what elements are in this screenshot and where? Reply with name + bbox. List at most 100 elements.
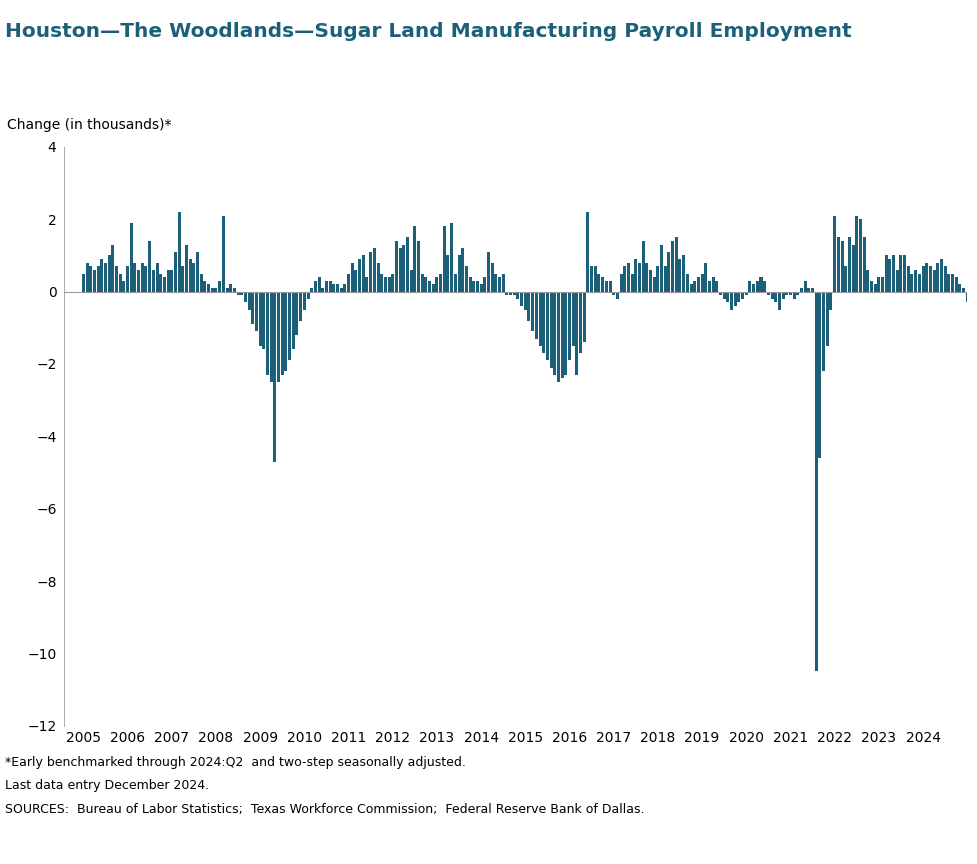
Bar bbox=[958, 284, 961, 291]
Bar bbox=[465, 266, 468, 291]
Bar bbox=[623, 266, 626, 291]
Bar bbox=[406, 238, 409, 291]
Bar bbox=[907, 266, 910, 291]
Bar bbox=[933, 270, 936, 291]
Bar bbox=[546, 291, 549, 360]
Bar bbox=[800, 288, 803, 291]
Bar bbox=[881, 277, 884, 291]
Text: SOURCES:  Bureau of Labor Statistics;  Texas Workforce Commission;  Federal Rese: SOURCES: Bureau of Labor Statistics; Tex… bbox=[5, 803, 645, 816]
Bar bbox=[859, 219, 862, 291]
Bar bbox=[682, 256, 685, 291]
Bar bbox=[222, 216, 225, 291]
Bar bbox=[454, 274, 457, 291]
Bar bbox=[303, 291, 306, 309]
Bar bbox=[513, 291, 516, 295]
Bar bbox=[167, 270, 170, 291]
Bar bbox=[870, 281, 873, 291]
Bar bbox=[428, 281, 431, 291]
Bar bbox=[174, 251, 177, 291]
Bar bbox=[311, 288, 314, 291]
Bar bbox=[965, 291, 969, 302]
Bar bbox=[373, 248, 376, 291]
Bar bbox=[642, 241, 645, 291]
Bar bbox=[844, 266, 847, 291]
Bar bbox=[925, 263, 928, 291]
Bar bbox=[259, 291, 262, 346]
Bar bbox=[487, 251, 490, 291]
Bar bbox=[771, 291, 774, 299]
Bar bbox=[126, 266, 129, 291]
Bar bbox=[671, 241, 674, 291]
Bar bbox=[557, 291, 560, 382]
Bar bbox=[917, 274, 921, 291]
Bar bbox=[218, 281, 221, 291]
Bar bbox=[833, 216, 836, 291]
Bar bbox=[207, 284, 210, 291]
Bar bbox=[436, 277, 439, 291]
Bar bbox=[461, 248, 464, 291]
Bar bbox=[395, 241, 398, 291]
Bar bbox=[903, 256, 906, 291]
Bar bbox=[811, 288, 814, 291]
Bar bbox=[122, 281, 125, 291]
Bar bbox=[424, 277, 427, 291]
Bar bbox=[605, 281, 608, 291]
Bar bbox=[509, 291, 512, 295]
Bar bbox=[236, 291, 239, 295]
Bar bbox=[711, 277, 714, 291]
Bar bbox=[524, 291, 527, 309]
Bar bbox=[274, 291, 276, 461]
Bar bbox=[469, 277, 472, 291]
Bar bbox=[594, 266, 597, 291]
Bar bbox=[351, 263, 354, 291]
Bar bbox=[738, 291, 741, 302]
Bar bbox=[134, 263, 137, 291]
Bar bbox=[517, 291, 520, 299]
Bar bbox=[586, 212, 589, 291]
Bar bbox=[973, 291, 976, 309]
Bar bbox=[359, 259, 361, 291]
Bar bbox=[505, 291, 508, 295]
Bar bbox=[955, 277, 957, 291]
Bar bbox=[233, 288, 235, 291]
Bar bbox=[376, 263, 379, 291]
Text: *Early benchmarked through 2024:Q2  and two-step seasonally adjusted.: *Early benchmarked through 2024:Q2 and t… bbox=[5, 756, 466, 769]
Bar bbox=[365, 277, 368, 291]
Bar bbox=[498, 277, 501, 291]
Bar bbox=[730, 291, 733, 309]
Bar bbox=[675, 238, 678, 291]
Bar bbox=[384, 277, 387, 291]
Bar bbox=[295, 291, 299, 335]
Bar bbox=[804, 281, 807, 291]
Bar bbox=[280, 291, 283, 375]
Bar bbox=[226, 288, 229, 291]
Bar bbox=[137, 270, 140, 291]
Bar bbox=[826, 291, 828, 346]
Bar bbox=[230, 284, 233, 291]
Bar bbox=[251, 291, 254, 324]
Bar bbox=[663, 266, 666, 291]
Bar bbox=[196, 251, 199, 291]
Bar bbox=[277, 291, 280, 382]
Bar bbox=[502, 274, 505, 291]
Text: Last data entry December 2024.: Last data entry December 2024. bbox=[5, 779, 209, 792]
Bar bbox=[752, 284, 755, 291]
Bar bbox=[111, 245, 114, 291]
Bar bbox=[528, 291, 531, 321]
Bar bbox=[568, 291, 571, 360]
Bar bbox=[314, 281, 317, 291]
Bar bbox=[443, 226, 446, 291]
Bar bbox=[550, 291, 553, 367]
Bar bbox=[819, 291, 822, 458]
Bar bbox=[86, 263, 89, 291]
Bar bbox=[572, 291, 574, 346]
Bar bbox=[361, 256, 364, 291]
Bar bbox=[911, 274, 913, 291]
Bar bbox=[686, 274, 689, 291]
Bar bbox=[786, 291, 788, 295]
Text: Change (in thousands)*: Change (in thousands)* bbox=[8, 118, 172, 132]
Bar bbox=[520, 291, 523, 306]
Bar bbox=[792, 291, 795, 299]
Bar bbox=[561, 291, 564, 378]
Bar bbox=[553, 291, 556, 375]
